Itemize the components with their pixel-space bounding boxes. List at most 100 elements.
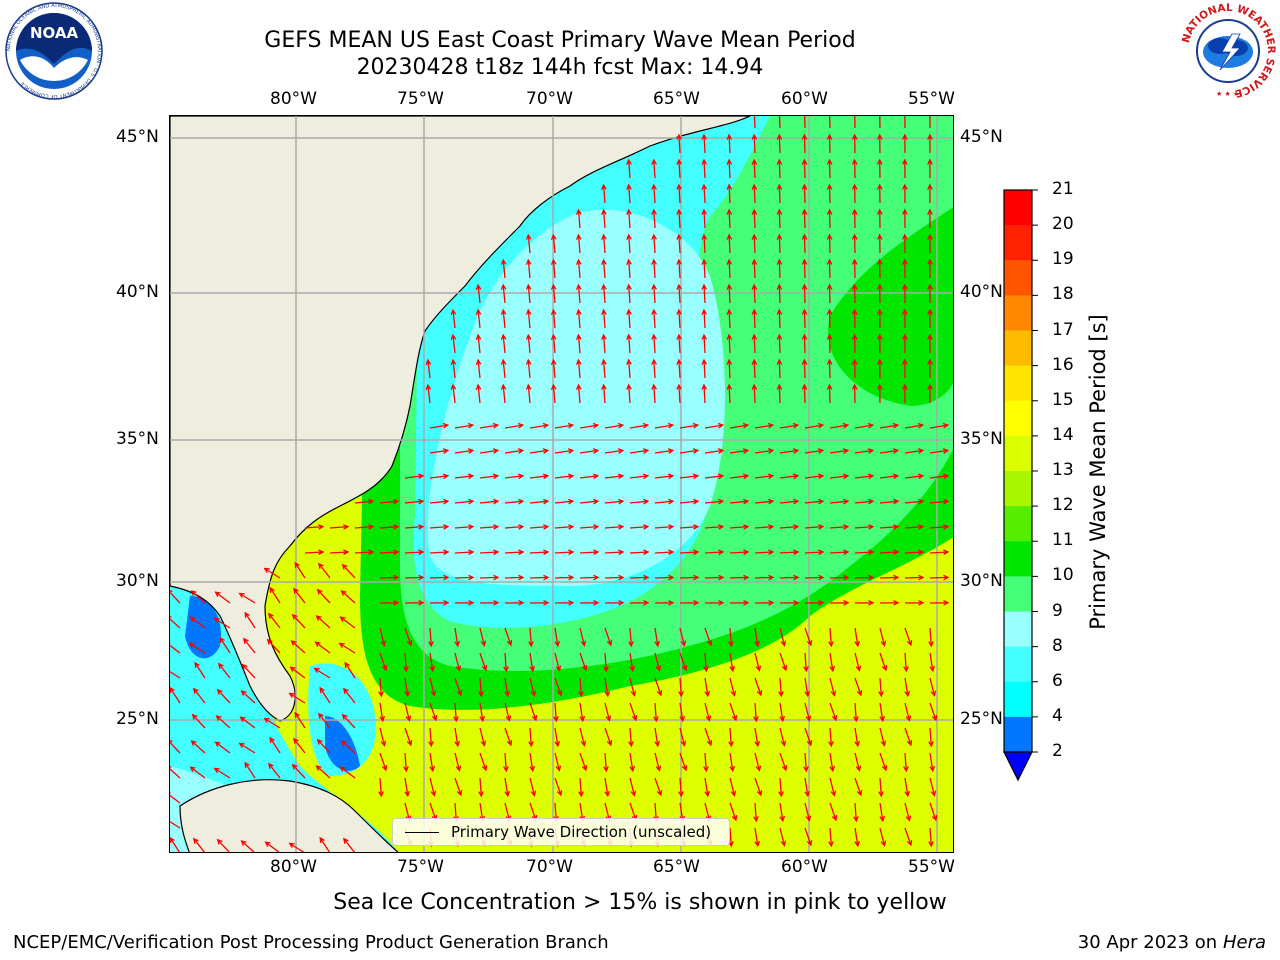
- colorbar-tick-label: 2: [1052, 741, 1063, 761]
- wave-direction-arrow: [529, 752, 536, 773]
- wave-direction-arrow: [170, 642, 181, 654]
- wave-direction-arrow: [701, 208, 708, 229]
- wave-direction-arrow: [479, 574, 500, 581]
- wave-direction-arrow: [701, 308, 708, 329]
- wave-direction-arrow: [450, 383, 457, 404]
- lon-label-bottom-80w: 80°W: [270, 857, 317, 877]
- wave-direction-arrow: [579, 702, 586, 723]
- wave-direction-arrow: [651, 358, 657, 379]
- wave-direction-arrow: [654, 473, 675, 480]
- wave-direction-arrow: [213, 767, 231, 779]
- wave-direction-arrow: [704, 422, 725, 429]
- wave-direction-arrow: [654, 422, 675, 429]
- wave-direction-arrow: [904, 448, 925, 454]
- wave-direction-arrow: [554, 549, 575, 556]
- wave-direction-arrow: [676, 183, 682, 204]
- wave-direction-arrow: [475, 283, 482, 304]
- colorbar-tick-label: 4: [1052, 705, 1063, 726]
- wave-direction-arrow: [854, 677, 863, 697]
- wave-direction-arrow: [475, 383, 482, 404]
- colorbar-segment: [1004, 611, 1032, 648]
- wave-direction-arrow: [779, 422, 800, 429]
- wave-direction-arrow: [626, 233, 632, 254]
- wave-direction-arrow: [654, 549, 675, 556]
- wave-direction-arrow: [378, 777, 384, 798]
- wave-direction-arrow: [575, 258, 582, 279]
- wave-direction-arrow: [701, 258, 708, 279]
- wave-direction-arrow: [854, 777, 863, 797]
- wave-direction-arrow: [504, 727, 513, 747]
- wave-direction-arrow: [854, 652, 862, 672]
- wave-direction-arrow: [829, 116, 831, 129]
- wave-direction-arrow: [929, 498, 950, 505]
- wave-direction-arrow: [701, 233, 708, 254]
- wave-direction-arrow: [804, 802, 812, 822]
- lat-label-left-40n: 40°N: [116, 282, 159, 302]
- wave-direction-arrow: [654, 777, 663, 797]
- map-graticule: [170, 116, 953, 852]
- wave-direction-arrow: [778, 777, 784, 798]
- wave-direction-arrow: [804, 600, 825, 606]
- wave-direction-arrow: [904, 627, 913, 647]
- wave-direction-arrow: [929, 473, 950, 480]
- wave-direction-arrow: [751, 358, 758, 379]
- wave-direction-arrow: [529, 498, 550, 505]
- wave-direction-arrow: [854, 827, 861, 848]
- wave-direction-arrow: [726, 258, 733, 279]
- wave-direction-arrow: [601, 208, 607, 229]
- wave-direction-arrow: [929, 422, 950, 429]
- wave-direction-arrow: [504, 549, 525, 556]
- wave-direction-arrow: [429, 652, 436, 673]
- wave-direction-arrow: [500, 283, 507, 304]
- wave-direction-arrow: [343, 687, 356, 704]
- wave-direction-arrow: [876, 308, 883, 329]
- wave-direction-arrow: [554, 627, 561, 648]
- wave-direction-arrow: [927, 133, 933, 154]
- wave-direction-arrow: [902, 133, 908, 154]
- wave-direction-arrow: [454, 677, 463, 697]
- wave-direction-arrow: [626, 308, 632, 329]
- wave-direction-arrow: [629, 549, 650, 556]
- wave-direction-arrow: [579, 627, 587, 647]
- wave-direction-arrow: [604, 727, 613, 747]
- wave-direction-arrow: [754, 827, 761, 848]
- wave-direction-arrow: [503, 752, 509, 773]
- wave-direction-arrow: [654, 524, 675, 530]
- wave-direction-arrow: [679, 727, 687, 747]
- wave-direction-arrow: [554, 777, 563, 797]
- wave-direction-arrow: [854, 549, 875, 556]
- wave-direction-arrow: [601, 258, 607, 279]
- wave-direction-arrow: [318, 712, 331, 729]
- wave-direction-arrow: [529, 702, 538, 722]
- wave-direction-arrow: [479, 422, 500, 429]
- wave-direction-arrow: [429, 600, 450, 606]
- wave-direction-arrow: [676, 158, 682, 179]
- wave-direction-arrow: [903, 752, 909, 773]
- wave-direction-arrow: [344, 661, 356, 679]
- wave-direction-arrow: [726, 183, 733, 204]
- wave-direction-arrow: [479, 524, 500, 530]
- lon-label-bottom-55w: 55°W: [908, 857, 955, 877]
- wave-direction-arrow: [804, 627, 813, 647]
- wave-direction-arrow: [927, 283, 933, 304]
- wave-direction-arrow: [190, 740, 206, 754]
- wave-direction-arrow: [704, 498, 725, 505]
- wave-direction-arrow: [704, 574, 725, 581]
- wave-direction-arrow: [529, 549, 550, 556]
- wave-direction-arrow: [829, 549, 850, 556]
- wave-direction-arrow: [754, 600, 775, 606]
- wave-direction-arrow: [454, 652, 462, 672]
- land-north-america: [170, 116, 751, 722]
- wave-direction-arrow: [429, 422, 450, 429]
- wave-direction-arrow: [454, 727, 461, 748]
- wave-direction-arrow: [776, 333, 783, 354]
- colorbar-segment: [1004, 295, 1032, 331]
- wave-direction-arrow: [404, 777, 411, 798]
- wave-direction-arrow: [726, 308, 733, 329]
- wave-direction-arrow: [313, 667, 331, 679]
- colorbar-segment: [1004, 225, 1032, 261]
- wave-direction-arrow: [829, 498, 850, 505]
- wave-direction-arrow: [754, 422, 775, 429]
- wave-direction-arrow: [654, 727, 661, 748]
- wave-direction-arrow: [604, 677, 611, 698]
